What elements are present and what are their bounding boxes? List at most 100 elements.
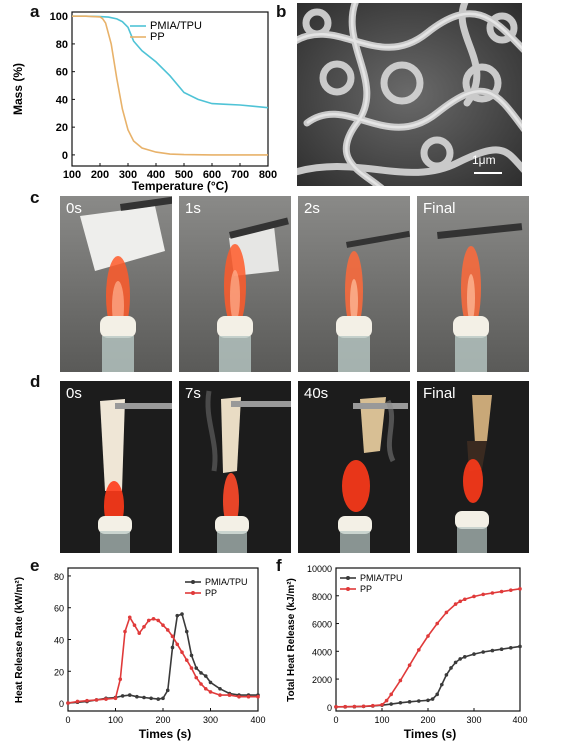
data-point xyxy=(407,663,412,667)
series-line xyxy=(67,613,258,704)
sem-scale-label: 1μm xyxy=(472,153,496,167)
data-point xyxy=(499,647,504,652)
data-point xyxy=(509,646,513,650)
data-point xyxy=(104,697,108,701)
tga-chart: 100 200 300 400 500 600 700 800 0 20 40 60 80 100 Temp… xyxy=(11,11,277,193)
data-point xyxy=(184,629,189,634)
data-point xyxy=(208,690,213,694)
legend-marker xyxy=(191,580,195,584)
data-point xyxy=(343,704,347,709)
data-point xyxy=(135,694,139,699)
legend-label: PP xyxy=(150,31,165,43)
photo-c-2: 2s xyxy=(298,196,410,372)
data-point xyxy=(453,602,458,606)
y-tick-label: 40 xyxy=(54,636,64,646)
x-tick-label: 400 xyxy=(250,715,265,725)
data-point xyxy=(161,623,165,627)
data-point xyxy=(170,645,175,650)
data-point xyxy=(435,692,439,697)
y-tick-label: 20 xyxy=(54,667,64,677)
data-point xyxy=(472,652,476,656)
data-point xyxy=(463,655,467,659)
x-tick-label: 500 xyxy=(175,169,193,181)
flame-scene-graphic xyxy=(455,395,492,553)
legend-marker xyxy=(191,591,195,595)
y-tick-label: 80 xyxy=(54,572,64,582)
data-point xyxy=(453,660,458,665)
data-point xyxy=(481,592,485,597)
total-heat-release-chart: 0 100 200 300 4000200040006000800010000Times… xyxy=(286,564,528,741)
data-point xyxy=(398,678,403,683)
legend-marker xyxy=(346,587,350,591)
data-point xyxy=(120,694,125,698)
plot-frame xyxy=(67,567,259,712)
data-point xyxy=(389,692,393,697)
time-label: 0s xyxy=(66,200,82,217)
data-point xyxy=(161,696,165,701)
x-tick-label: 200 xyxy=(155,715,170,725)
series-line xyxy=(335,588,521,708)
data-point xyxy=(208,680,213,685)
y-tick-label: 8000 xyxy=(312,592,332,602)
time-label: 1s xyxy=(185,200,201,217)
data-point xyxy=(180,650,184,655)
data-point xyxy=(352,704,357,709)
y-axis-label: Heat Release Rate (kW/m²) xyxy=(14,577,25,703)
photo-d-3: Final xyxy=(417,381,529,553)
data-point xyxy=(518,587,522,591)
x-tick-label: 200 xyxy=(91,169,109,181)
data-point xyxy=(170,634,175,639)
data-point xyxy=(472,594,476,599)
sem-fibers-graphic xyxy=(297,3,522,186)
y-tick-label: 0 xyxy=(59,699,64,709)
data-point xyxy=(149,696,153,701)
y-tick-label: 60 xyxy=(54,604,64,614)
y-tick-label: 0 xyxy=(327,703,332,713)
x-tick-label: 100 xyxy=(374,715,389,725)
data-point xyxy=(426,698,430,703)
x-tick-label: 400 xyxy=(512,715,527,725)
data-point xyxy=(142,624,146,629)
data-point xyxy=(127,693,132,697)
panel-letter-d: d xyxy=(30,372,41,391)
y-tick-label: 10000 xyxy=(307,564,332,574)
data-point xyxy=(407,700,412,704)
data-point xyxy=(389,702,393,706)
data-point xyxy=(463,597,467,602)
data-point xyxy=(417,699,421,703)
legend-marker xyxy=(346,576,350,580)
x-axis-label: Times (s) xyxy=(139,727,191,741)
flame-scene-graphic xyxy=(205,390,291,553)
data-point xyxy=(435,621,439,626)
data-point xyxy=(518,644,522,649)
time-label: 2s xyxy=(304,200,320,217)
data-point xyxy=(142,695,146,700)
y-tick-label: 80 xyxy=(56,39,68,51)
data-point xyxy=(127,615,132,620)
data-point xyxy=(118,677,123,682)
data-point xyxy=(361,704,366,709)
x-tick-label: 700 xyxy=(231,169,249,181)
data-point xyxy=(175,642,180,647)
data-point xyxy=(194,666,199,670)
panel-letter-c: c xyxy=(30,188,40,207)
data-point xyxy=(184,658,189,662)
photo-d-2: 40s xyxy=(298,381,410,553)
data-point xyxy=(146,618,151,623)
data-point xyxy=(458,657,462,661)
data-point xyxy=(509,588,513,593)
flame-scene-graphic xyxy=(336,230,410,372)
data-point xyxy=(156,618,161,623)
heat-release-rate-chart: 0 100 200 300 400 0 20 40 60 80 Times (s) Heat Rele… xyxy=(14,567,266,741)
x-tick-label: 800 xyxy=(259,169,277,181)
panel-letter-a: a xyxy=(30,2,40,21)
data-point xyxy=(218,693,222,697)
y-tick-label: 60 xyxy=(56,67,68,79)
data-point xyxy=(371,703,375,708)
data-point xyxy=(180,612,184,616)
data-point xyxy=(227,693,232,697)
legend-label: PP xyxy=(205,588,217,598)
data-point xyxy=(499,589,504,594)
x-tick-label: 200 xyxy=(420,715,435,725)
data-point xyxy=(199,671,203,675)
